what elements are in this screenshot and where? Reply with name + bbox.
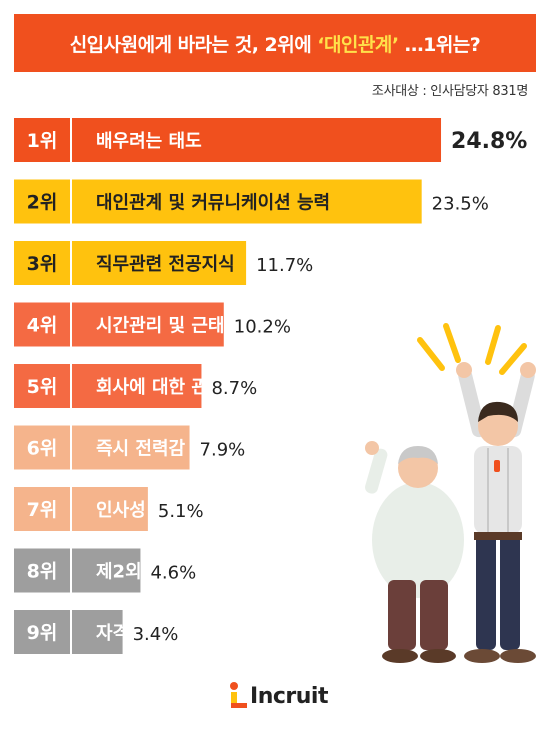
category-label: 즉시 전력감 (실무 투입) — [96, 439, 250, 460]
category-label: 회사에 대한 관심 — [96, 377, 224, 398]
value-label: 24.8% — [451, 129, 527, 154]
value-label: 23.5% — [432, 194, 489, 215]
category-note: (실무 투입) — [191, 443, 250, 458]
category-label: 제2외국어 능력 — [96, 562, 214, 583]
bar — [72, 425, 190, 470]
title-highlight: ‘대인관계’ — [317, 33, 399, 56]
survey-subtitle: 조사대상 : 인사담당자 831명 — [371, 84, 528, 99]
rank-label: 1위 — [27, 130, 58, 152]
rank-label: 6위 — [27, 438, 58, 460]
bar — [72, 548, 141, 593]
value-label: 7.9% — [200, 440, 246, 461]
value-label: 4.6% — [150, 563, 196, 584]
rank-badge — [14, 179, 70, 224]
bar — [72, 241, 247, 285]
rank-badge — [14, 487, 70, 531]
incruit-logo: Incruit — [0, 676, 550, 716]
title-rest: …1위는? — [404, 33, 481, 56]
rank-badge — [14, 364, 70, 408]
tall-worker-figure — [456, 362, 536, 663]
logo-text: Incruit — [250, 683, 328, 709]
category-label: 시간관리 및 근태 개념 — [96, 316, 264, 337]
rank-label: 5위 — [27, 376, 58, 398]
value-label: 10.2% — [234, 317, 291, 338]
value-label: 3.4% — [133, 624, 179, 645]
category-label: 직무관련 전공지식 — [96, 254, 235, 275]
rank-badge — [14, 548, 70, 593]
category-label: 자격증 — [96, 623, 146, 644]
category-label: 인사성 — [96, 500, 146, 521]
value-label: 11.7% — [256, 255, 313, 276]
older-worker-figure — [365, 441, 464, 663]
rank-label: 8위 — [27, 561, 58, 583]
bar — [72, 302, 224, 347]
rank-label: 9위 — [27, 622, 58, 644]
rank-label: 7위 — [27, 499, 58, 521]
bar — [72, 610, 123, 654]
chart-title-banner: 신입사원에게 바라는 것, 2위에 ‘대인관계’ …1위는? — [14, 14, 536, 72]
incruit-mark-icon — [230, 682, 248, 708]
rank-badge — [14, 118, 70, 162]
rank-label: 3위 — [27, 253, 58, 275]
bar — [72, 364, 202, 408]
value-label: 8.7% — [211, 378, 257, 399]
rank-label: 4위 — [27, 315, 58, 337]
bar — [72, 179, 422, 224]
rank-label: 2위 — [27, 192, 58, 214]
cheering-workers-illustration — [365, 323, 536, 663]
bar — [72, 118, 442, 162]
value-label: 5.1% — [158, 501, 204, 522]
excitement-burst-icon — [417, 323, 527, 375]
category-label: 배우려는 태도 — [96, 131, 202, 152]
rank-badge — [14, 241, 70, 285]
bar — [72, 487, 148, 531]
rank-badge — [14, 610, 70, 654]
title-main: 신입사원에게 바라는 것, 2위에 — [69, 33, 312, 56]
rank-badge — [14, 425, 70, 470]
category-label: 대인관계 및 커뮤니케이션 능력 — [96, 193, 330, 214]
rank-badge — [14, 302, 70, 347]
